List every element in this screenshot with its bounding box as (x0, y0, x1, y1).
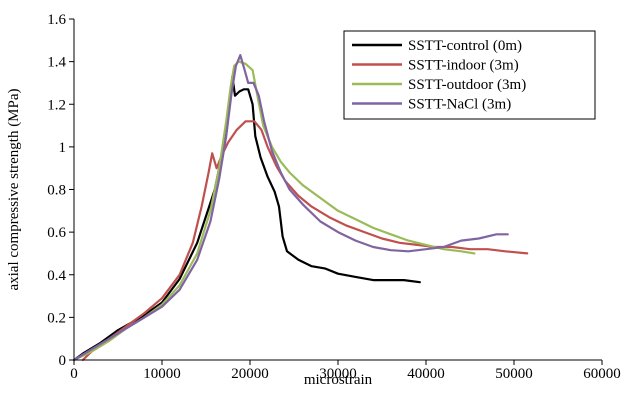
y-tick-label: 0.8 (47, 183, 66, 199)
y-axis-title: axial compressive strength (MPa) (6, 88, 22, 290)
x-tick-label: 0 (70, 366, 78, 382)
y-tick-label: 0.6 (47, 225, 66, 241)
series-line-sstt-outdoor-3m (72, 60, 476, 362)
y-axis-ticks: 0 0.2 0.4 0.6 0.8 1 1.2 1.4 1.6 (47, 12, 74, 369)
y-tick-label: 1.6 (47, 12, 66, 28)
y-tick-label: 1.2 (47, 97, 66, 113)
x-axis-title: microstrain (304, 372, 373, 388)
series-line-sstt-indoor-3m (81, 120, 529, 362)
legend-label-sstt-outdoor-3m: SSTT-outdoor (3m) (408, 77, 526, 93)
y-tick-label: 0.4 (47, 268, 66, 284)
x-tick-label: 60000 (583, 366, 621, 382)
series-line-sstt-nacl-3m (72, 54, 509, 362)
legend: SSTT-control (0m) SSTT-indoor (3m) SSTT-ou… (343, 30, 596, 120)
series-lines (72, 54, 529, 362)
legend-label-sstt-control-0m: SSTT-control (0m) (408, 38, 522, 54)
x-axis-ticks: 0 10000 20000 30000 40000 50000 60000 (70, 360, 621, 382)
y-tick-label: 0.2 (47, 310, 66, 326)
x-tick-label: 40000 (407, 366, 445, 382)
legend-label-sstt-nacl-3m: SSTT-NaCl (3m) (408, 97, 511, 113)
y-tick-label: 1 (59, 140, 67, 156)
series-line-sstt-control-0m (72, 75, 421, 362)
x-tick-label: 30000 (319, 366, 357, 382)
x-tick-label: 50000 (495, 366, 533, 382)
y-tick-label: 0 (59, 353, 67, 369)
legend-label-sstt-indoor-3m: SSTT-indoor (3m) (408, 58, 519, 74)
x-tick-label: 20000 (231, 366, 269, 382)
x-tick-label: 10000 (143, 366, 181, 382)
y-tick-label: 1.4 (47, 55, 66, 71)
